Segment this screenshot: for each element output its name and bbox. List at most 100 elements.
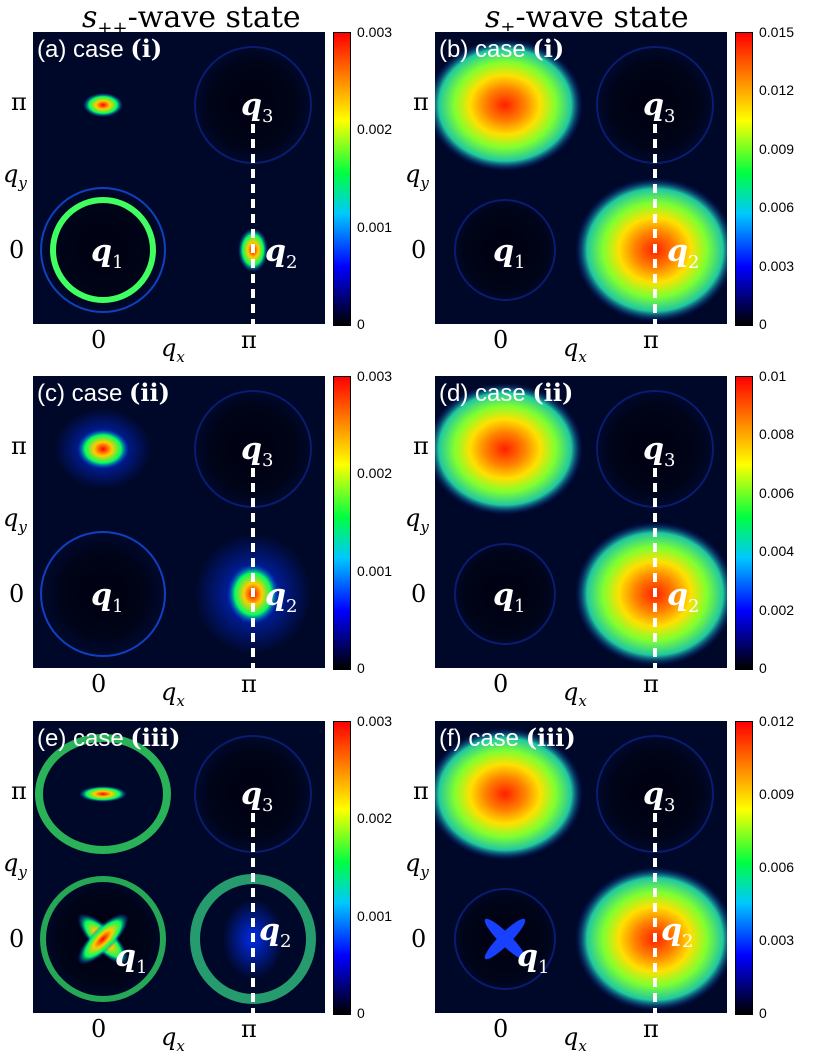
y-axis-symbol: q: [3, 504, 19, 532]
x-axis-label: qx: [161, 1023, 185, 1055]
y-tick-zero: 0: [411, 925, 427, 953]
colorbar-tick: 0.015: [759, 24, 795, 40]
q1-dark-region: [447, 536, 563, 652]
y-axis-subscript: y: [18, 173, 27, 192]
y-axis-label: qy: [405, 849, 429, 881]
x-tick-zero: 0: [91, 326, 107, 354]
q-subscript: 3: [663, 795, 676, 816]
q3-dark-region: [593, 732, 717, 856]
colorbar-tick: 0.002: [357, 465, 393, 482]
panel-label: (d) case (ii): [439, 378, 573, 408]
y-tick-zero: 0: [411, 580, 427, 608]
y-axis-subscript: y: [18, 862, 27, 881]
y-tick-pi: π: [413, 432, 429, 460]
q3-label: q3: [643, 777, 675, 816]
q3-dark-region: [191, 43, 315, 167]
x-axis-label: qx: [563, 678, 587, 710]
q-symbol: q: [493, 234, 514, 269]
colorbar-tick: 0.012: [759, 713, 795, 729]
heatmap-panel: (b) case (i) q1 q2 q3: [435, 32, 727, 324]
q3-dark-region: [191, 387, 315, 511]
y-tick-pi: π: [11, 88, 27, 116]
y-tick-zero: 0: [9, 925, 25, 953]
panel-label: (a) case (i): [37, 34, 162, 64]
y-axis-label: qy: [405, 160, 429, 192]
q-subscript: 2: [285, 252, 298, 273]
colorbar-tick: 0.006: [759, 859, 795, 875]
panel-label-prefix: (c) case: [37, 380, 130, 407]
q1-ring: [454, 888, 556, 990]
panel-label-case: (ii): [129, 378, 170, 407]
q1-label: q1: [493, 234, 525, 273]
q3-dark-region: [593, 387, 717, 511]
q-symbol: q: [643, 88, 664, 123]
left-column-title: s++-wave state: [82, 0, 301, 39]
y-axis-label: qy: [3, 160, 27, 192]
q2-label: q2: [265, 234, 297, 273]
q1-dark-region: [447, 192, 563, 308]
q-pi-ring: [35, 734, 171, 854]
q3-label: q3: [643, 88, 675, 127]
q2-blob: [575, 178, 727, 322]
q-subscript: 3: [261, 106, 274, 127]
y-axis-symbol: q: [3, 160, 19, 188]
panel-label-prefix: (a) case: [37, 36, 131, 63]
colorbar-tick: 0.004: [759, 543, 795, 560]
q2-label: q2: [667, 578, 699, 617]
y-tick-pi: π: [413, 88, 429, 116]
panel-label-prefix: (f) case: [439, 725, 526, 752]
y-axis-label: qy: [3, 504, 27, 536]
q2-blob: [575, 522, 727, 666]
colorbar-tick: 0.002: [357, 121, 393, 138]
colorbar: [333, 721, 351, 1015]
x-tick-pi: π: [241, 670, 257, 698]
q1-ring: [40, 876, 166, 1002]
colorbar-tick: 0.009: [759, 140, 795, 157]
q3-dark-region: [593, 43, 717, 167]
panel-label-case: (i): [130, 34, 163, 63]
q-symbol: q: [493, 578, 514, 613]
x-tick-zero: 0: [493, 1015, 509, 1043]
q-pi-spot: [77, 429, 129, 469]
colorbar-tick: 0: [759, 660, 767, 676]
panel-label-case: (i): [532, 34, 565, 63]
panel-label: (b) case (i): [439, 34, 564, 64]
colorbar-tick: 0.003: [357, 713, 393, 729]
colorbar-tick: 0.009: [759, 786, 795, 802]
q2-label: q2: [265, 578, 297, 617]
panel-label: (e) case (iii): [37, 723, 180, 753]
colorbar-tick: 0.003: [759, 257, 795, 274]
q-symbol: q: [667, 578, 688, 613]
q-symbol: q: [241, 777, 262, 812]
x-axis-subscript: x: [578, 691, 587, 710]
x-axis-symbol: q: [161, 334, 177, 362]
heatmap-svg: [35, 732, 316, 1013]
q1-label: q1: [517, 939, 549, 978]
colorbar: [735, 32, 753, 326]
q2-label: q2: [661, 913, 693, 952]
q-symbol: q: [259, 913, 280, 948]
q2-blob: [575, 867, 727, 1011]
q-pi-blob: [435, 39, 583, 171]
q-pi-spot: [83, 93, 123, 117]
q-subscript: 1: [537, 957, 550, 978]
q-subscript: 2: [687, 252, 700, 273]
q1-petal: [77, 913, 129, 965]
q-subscript: 3: [261, 795, 274, 816]
q1-dark-region: [41, 532, 165, 656]
y-tick-pi: π: [11, 432, 27, 460]
x-tick-zero: 0: [91, 670, 107, 698]
panel-label: (f) case (iii): [439, 723, 576, 753]
colorbar-tick: 0.003: [357, 24, 393, 40]
q-subscript: 2: [681, 931, 694, 952]
q-subscript: 1: [111, 596, 124, 617]
x-tick-zero: 0: [493, 670, 509, 698]
q-symbol: q: [265, 234, 286, 269]
x-axis-label: qx: [563, 1023, 587, 1055]
q1-label: q1: [115, 939, 147, 978]
colorbar-tick: 0.01: [759, 368, 787, 384]
y-tick-zero: 0: [9, 236, 25, 264]
colorbar: [333, 32, 351, 326]
q-subscript: 1: [513, 252, 526, 273]
y-axis-label: qy: [405, 504, 429, 536]
